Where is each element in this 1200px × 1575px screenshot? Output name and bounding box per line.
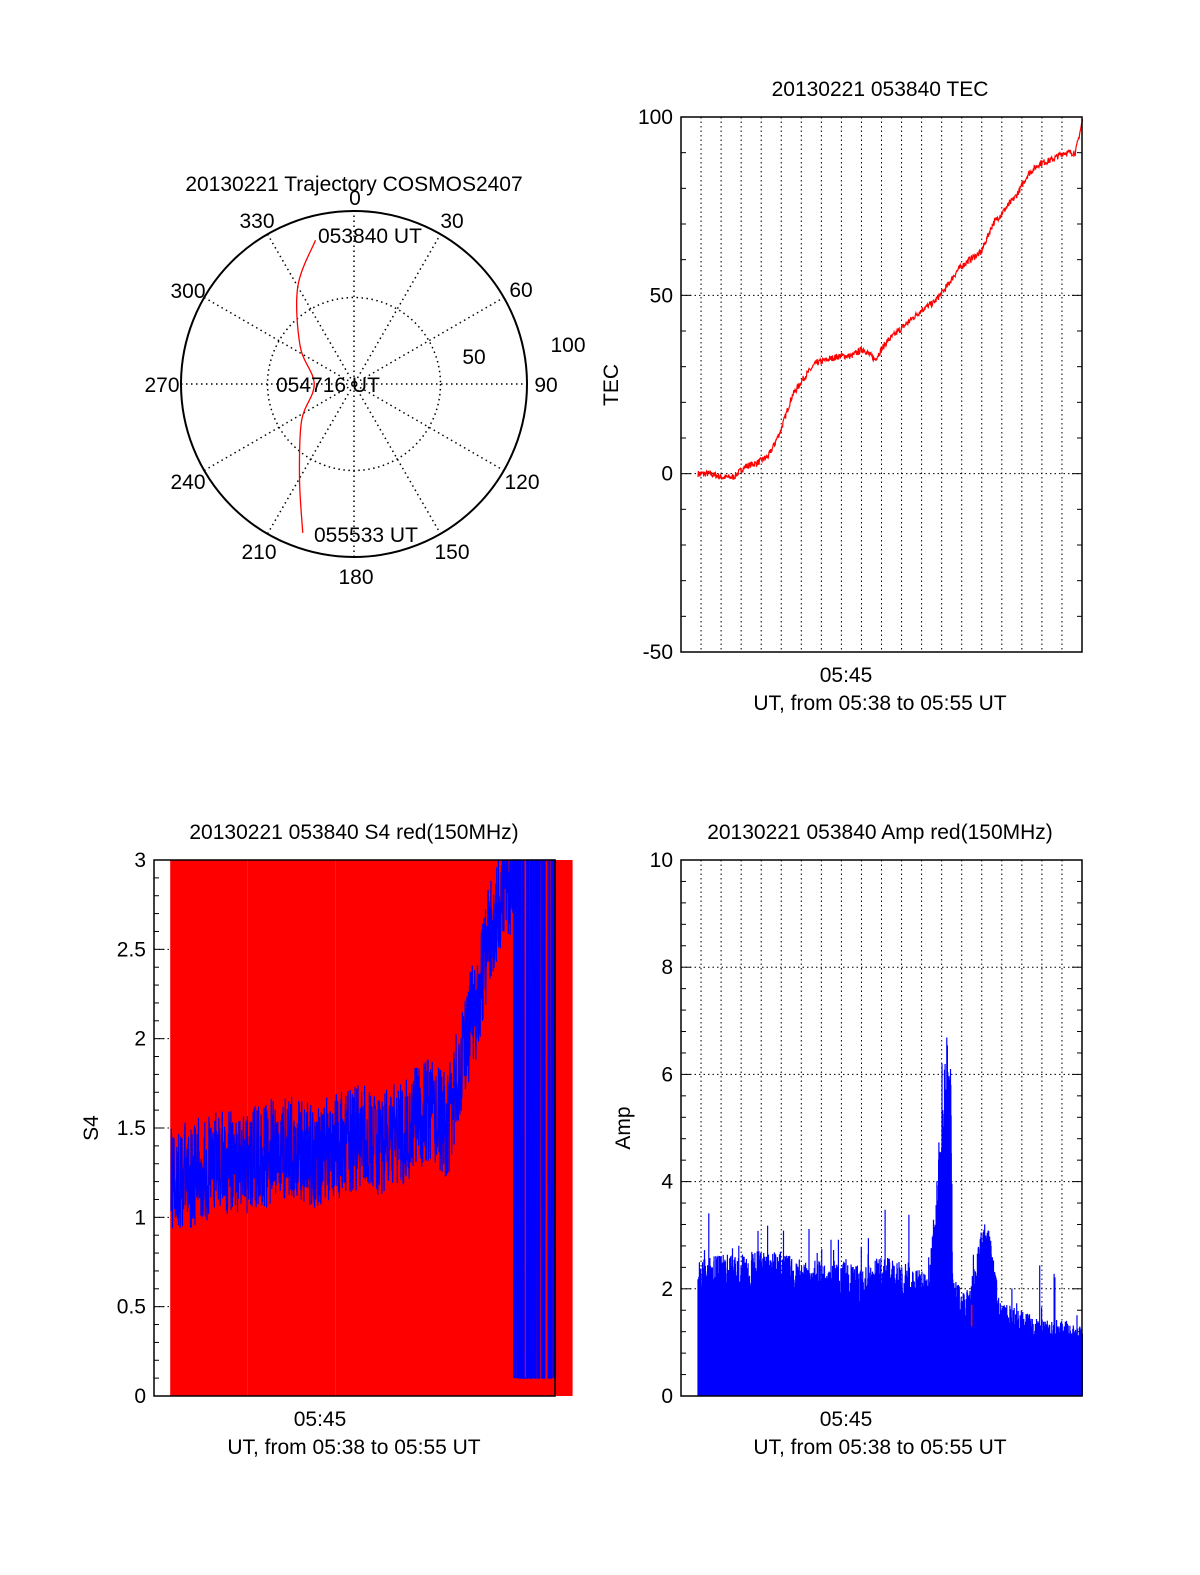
y-tick-label: -50 <box>643 641 673 664</box>
x-tick-label: 05:45 <box>294 1408 347 1431</box>
y-tick-label: 0.5 <box>117 1296 146 1319</box>
y-tick-label: 3 <box>134 849 146 872</box>
trajectory-end-label: 055533 UT <box>314 524 418 547</box>
amp-panel: 20130221 053840 Amp red(150MHz) UT, from… <box>612 821 1083 1459</box>
x-tick-label: 05:45 <box>820 664 873 687</box>
azimuth-label: 90 <box>534 374 557 397</box>
radial-label: 100 <box>550 334 585 357</box>
amp-xlabel: UT, from 05:38 to 05:55 UT <box>753 1436 1006 1459</box>
trajectory-line <box>296 240 317 533</box>
azimuth-label: 0 <box>349 187 361 210</box>
s4-blue-line <box>170 859 557 1379</box>
y-tick-label: 2 <box>661 1278 673 1301</box>
radial-label: 50 <box>462 346 485 369</box>
y-tick-label: 2 <box>134 1028 146 1051</box>
y-tick-label: 8 <box>661 956 673 979</box>
tec-line <box>697 119 1084 480</box>
azimuth-label: 30 <box>440 210 463 233</box>
azimuth-label: 300 <box>170 280 205 303</box>
azimuth-label: 240 <box>170 471 205 494</box>
y-tick-label: 1.5 <box>117 1117 146 1140</box>
y-tick-label: 10 <box>650 849 673 872</box>
azimuth-label: 210 <box>241 541 276 564</box>
tec-title: 20130221 053840 TEC <box>772 78 989 101</box>
azimuth-label: 330 <box>239 210 274 233</box>
plot-frame <box>680 859 1083 1397</box>
azimuth-label: 180 <box>338 566 373 589</box>
azimuth-label: 270 <box>144 374 179 397</box>
y-tick-label: 50 <box>650 284 673 307</box>
s4-title: 20130221 053840 S4 red(150MHz) <box>189 821 518 844</box>
s4-plot: 0 0.5 1 1.5 2 2.5 3 05:45 <box>117 849 573 1431</box>
trajectory-panel: 20130221 Trajectory COSMOS2407 0 30 60 90 12… <box>144 173 585 589</box>
y-tick-label: 0 <box>661 463 673 486</box>
azimuth-label: 150 <box>434 541 469 564</box>
tec-xlabel: UT, from 05:38 to 05:55 UT <box>753 692 1006 715</box>
trajectory-start-label: 053840 UT <box>318 225 422 248</box>
trajectory-title: 20130221 Trajectory COSMOS2407 <box>185 173 522 196</box>
polar-outer-ring <box>180 210 528 558</box>
trajectory-plot: 0 30 60 90 120 150 180 210 240 270 300 330 50 100 0538… <box>144 187 585 589</box>
s4-xlabel: UT, from 05:38 to 05:55 UT <box>227 1436 480 1459</box>
s4-ylabel: S4 <box>80 1115 103 1141</box>
x-tick-label: 05:45 <box>820 1408 873 1431</box>
plot-frame <box>153 859 556 1397</box>
s4-panel: 20130221 053840 S4 red(150MHz) UT, from … <box>80 821 573 1459</box>
amp-ylabel: Amp <box>612 1106 635 1149</box>
tec-plot: -50 0 50 100 05:45 <box>638 106 1084 687</box>
y-tick-label: 0 <box>661 1385 673 1408</box>
azimuth-label: 120 <box>504 471 539 494</box>
plot-frame <box>680 116 1083 653</box>
tec-panel: 20130221 053840 TEC UT, from 05:38 to 05… <box>600 78 1084 715</box>
y-tick-label: 2.5 <box>117 938 146 961</box>
azimuth-label: 60 <box>509 279 532 302</box>
y-tick-label: 100 <box>638 106 673 129</box>
y-tick-label: 0 <box>134 1385 146 1408</box>
amp-title: 20130221 053840 Amp red(150MHz) <box>707 821 1053 844</box>
y-tick-label: 6 <box>661 1063 673 1086</box>
polar-inner-ring <box>266 296 442 472</box>
tec-ylabel: TEC <box>600 364 623 406</box>
y-tick-label: 4 <box>661 1171 673 1194</box>
trajectory-mid-label: 054716 UT <box>276 374 380 397</box>
amp-plot: 0 2 4 6 8 10 05:45 <box>650 849 1083 1431</box>
y-tick-label: 1 <box>134 1206 146 1229</box>
amp-bars <box>697 1037 1083 1396</box>
